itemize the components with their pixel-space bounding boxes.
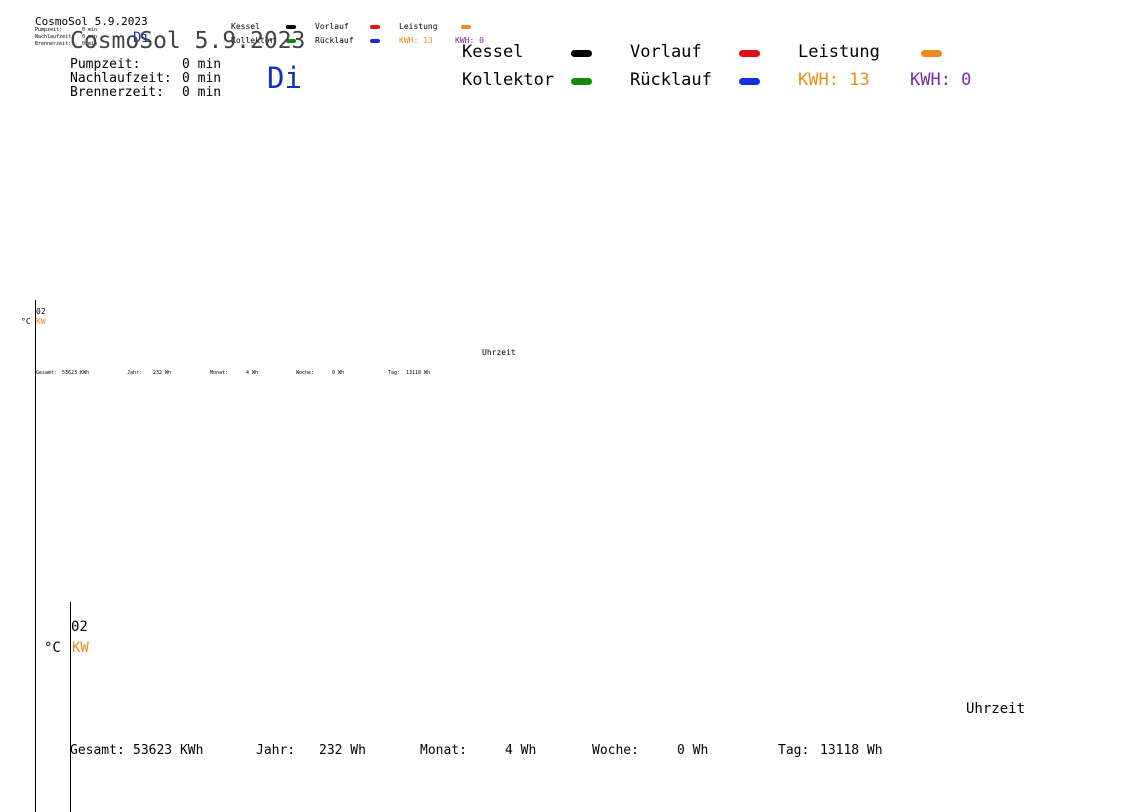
y-axis-unit-celsius: °C xyxy=(44,640,61,656)
overlay-legend-leistung: Leistung xyxy=(399,22,438,31)
overlay-legend-leistung-swatch xyxy=(461,25,471,29)
overlay-x-label: Uhrzeit xyxy=(482,348,516,357)
overlay-total-woche-value: 0 Wh xyxy=(332,370,345,376)
overlay-total-woche-label: Woche: xyxy=(296,370,315,376)
legend-kollektor-label: Kollektor xyxy=(462,70,555,90)
overlay-y-axis xyxy=(35,300,36,812)
total-jahr-label: Jahr: xyxy=(256,743,296,758)
overlay-legend-ruecklauf: Rücklauf xyxy=(315,36,354,45)
overlay-nachlaufzeit-value: 0 min xyxy=(82,34,98,40)
overlay-nachlaufzeit-label: Nachlaufzeit: xyxy=(35,34,75,40)
total-monat-label: Monat: xyxy=(420,743,467,758)
total-woche-value: 0 Wh xyxy=(677,743,709,758)
nachlaufzeit-value: 0 min xyxy=(182,71,222,86)
pumpzeit-value: 0 min xyxy=(182,57,222,72)
legend-kessel-label: Kessel xyxy=(462,42,524,62)
x-axis-label: Uhrzeit xyxy=(966,701,1026,717)
overlay-total-monat-label: Monat: xyxy=(210,370,229,376)
legend-vorlauf-swatch xyxy=(739,50,760,57)
overlay-total-jahr-label: Jahr: xyxy=(127,370,143,376)
total-jahr-value: 232 Wh xyxy=(319,743,366,758)
legend-kessel-swatch xyxy=(571,50,592,57)
overlay-brennerzeit-label: Brennerzeit: xyxy=(35,41,72,47)
overlay-total-gesamt-value: 53623 KWh xyxy=(62,370,90,376)
total-tag-label: Tag: xyxy=(778,743,810,758)
chart-y-axis xyxy=(70,602,71,812)
overlay-legend-kessel: Kessel xyxy=(231,22,260,31)
legend-leistung-swatch xyxy=(921,50,942,57)
overlay-legend-kessel-swatch xyxy=(286,25,296,29)
brennerzeit-value: 0 min xyxy=(182,85,222,100)
total-woche-label: Woche: xyxy=(592,743,639,758)
overlay-legend-kollektor-swatch xyxy=(286,39,296,43)
overlay-brennerzeit-value: 0 min xyxy=(82,41,98,47)
overlay-unit-kw: KW xyxy=(36,317,46,326)
overlay-title: CosmoSol 5.9.2023 xyxy=(35,15,148,28)
page-title: CosmoSol 5.9.2023 xyxy=(70,28,306,54)
total-tag-value: 13118 Wh xyxy=(820,743,883,758)
y-axis-top-label: 02 xyxy=(71,619,88,635)
legend-ruecklauf-label: Rücklauf xyxy=(630,70,712,90)
legend-kollektor-swatch xyxy=(571,78,592,85)
y-axis-unit-kw: KW xyxy=(72,640,89,656)
overlay-total-tag-value: 13118 Wh xyxy=(406,370,431,376)
legend-leistung-label: Leistung xyxy=(798,42,880,62)
overlay-total-gesamt-label: Gesamt: xyxy=(36,370,58,376)
overlay-legend-kollektor: Kollektor xyxy=(231,36,275,45)
legend-kwh-today: KWH: 13 xyxy=(798,70,870,90)
total-gesamt-value: 53623 KWh xyxy=(133,743,204,758)
overlay-legend-kwh2: KWH: 0 xyxy=(455,36,484,45)
legend-vorlauf-label: Vorlauf xyxy=(630,42,702,62)
overlay-day: Di xyxy=(133,30,150,46)
legend-kwh-secondary: KWH: 0 xyxy=(910,70,972,90)
overlay-total-tag-label: Tag: xyxy=(388,370,401,376)
overlay-unit-c: °C xyxy=(21,317,31,326)
nachlaufzeit-label: Nachlaufzeit: xyxy=(70,71,172,86)
total-gesamt-label: Gesamt: xyxy=(70,743,125,758)
weekday-label: Di xyxy=(267,61,302,95)
overlay-pumpzeit-label: Pumpzeit: xyxy=(35,27,63,33)
total-monat-value: 4 Wh xyxy=(505,743,537,758)
overlay-total-monat-value: 4 Wh xyxy=(246,370,259,376)
overlay-legend-kwh1: KWH: 13 xyxy=(399,36,433,45)
brennerzeit-label: Brennerzeit: xyxy=(70,85,164,100)
overlay-legend-vorlauf: Vorlauf xyxy=(315,22,349,31)
overlay-pumpzeit-value: 0 min xyxy=(82,27,98,33)
overlay-legend-ruecklauf-swatch xyxy=(370,39,380,43)
pumpzeit-label: Pumpzeit: xyxy=(70,57,141,72)
overlay-y-label-top: 02 xyxy=(36,307,46,316)
legend-ruecklauf-swatch xyxy=(739,78,760,85)
overlay-legend-vorlauf-swatch xyxy=(370,25,380,29)
overlay-total-jahr-value: 232 Wh xyxy=(153,370,172,376)
